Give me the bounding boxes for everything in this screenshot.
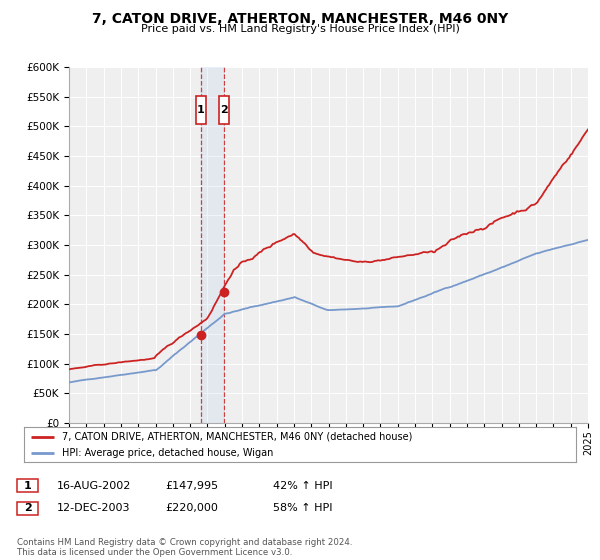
Text: 12-DEC-2003: 12-DEC-2003 bbox=[57, 503, 131, 514]
FancyBboxPatch shape bbox=[196, 96, 206, 124]
Text: Contains HM Land Registry data © Crown copyright and database right 2024.
This d: Contains HM Land Registry data © Crown c… bbox=[17, 538, 352, 557]
Text: 16-AUG-2002: 16-AUG-2002 bbox=[57, 480, 131, 491]
Text: 2: 2 bbox=[220, 105, 228, 115]
Text: 1: 1 bbox=[197, 105, 205, 115]
Text: HPI: Average price, detached house, Wigan: HPI: Average price, detached house, Wiga… bbox=[62, 449, 273, 458]
Text: £220,000: £220,000 bbox=[165, 503, 218, 514]
Text: 1: 1 bbox=[24, 480, 31, 491]
Text: 7, CATON DRIVE, ATHERTON, MANCHESTER, M46 0NY: 7, CATON DRIVE, ATHERTON, MANCHESTER, M4… bbox=[92, 12, 508, 26]
Text: £147,995: £147,995 bbox=[165, 480, 218, 491]
Text: 58% ↑ HPI: 58% ↑ HPI bbox=[273, 503, 332, 514]
FancyBboxPatch shape bbox=[219, 96, 229, 124]
Text: Price paid vs. HM Land Registry's House Price Index (HPI): Price paid vs. HM Land Registry's House … bbox=[140, 24, 460, 34]
Bar bbox=[201, 67, 224, 423]
Text: 7, CATON DRIVE, ATHERTON, MANCHESTER, M46 0NY (detached house): 7, CATON DRIVE, ATHERTON, MANCHESTER, M4… bbox=[62, 432, 412, 442]
Text: 42% ↑ HPI: 42% ↑ HPI bbox=[273, 480, 332, 491]
Text: 2: 2 bbox=[24, 503, 31, 514]
